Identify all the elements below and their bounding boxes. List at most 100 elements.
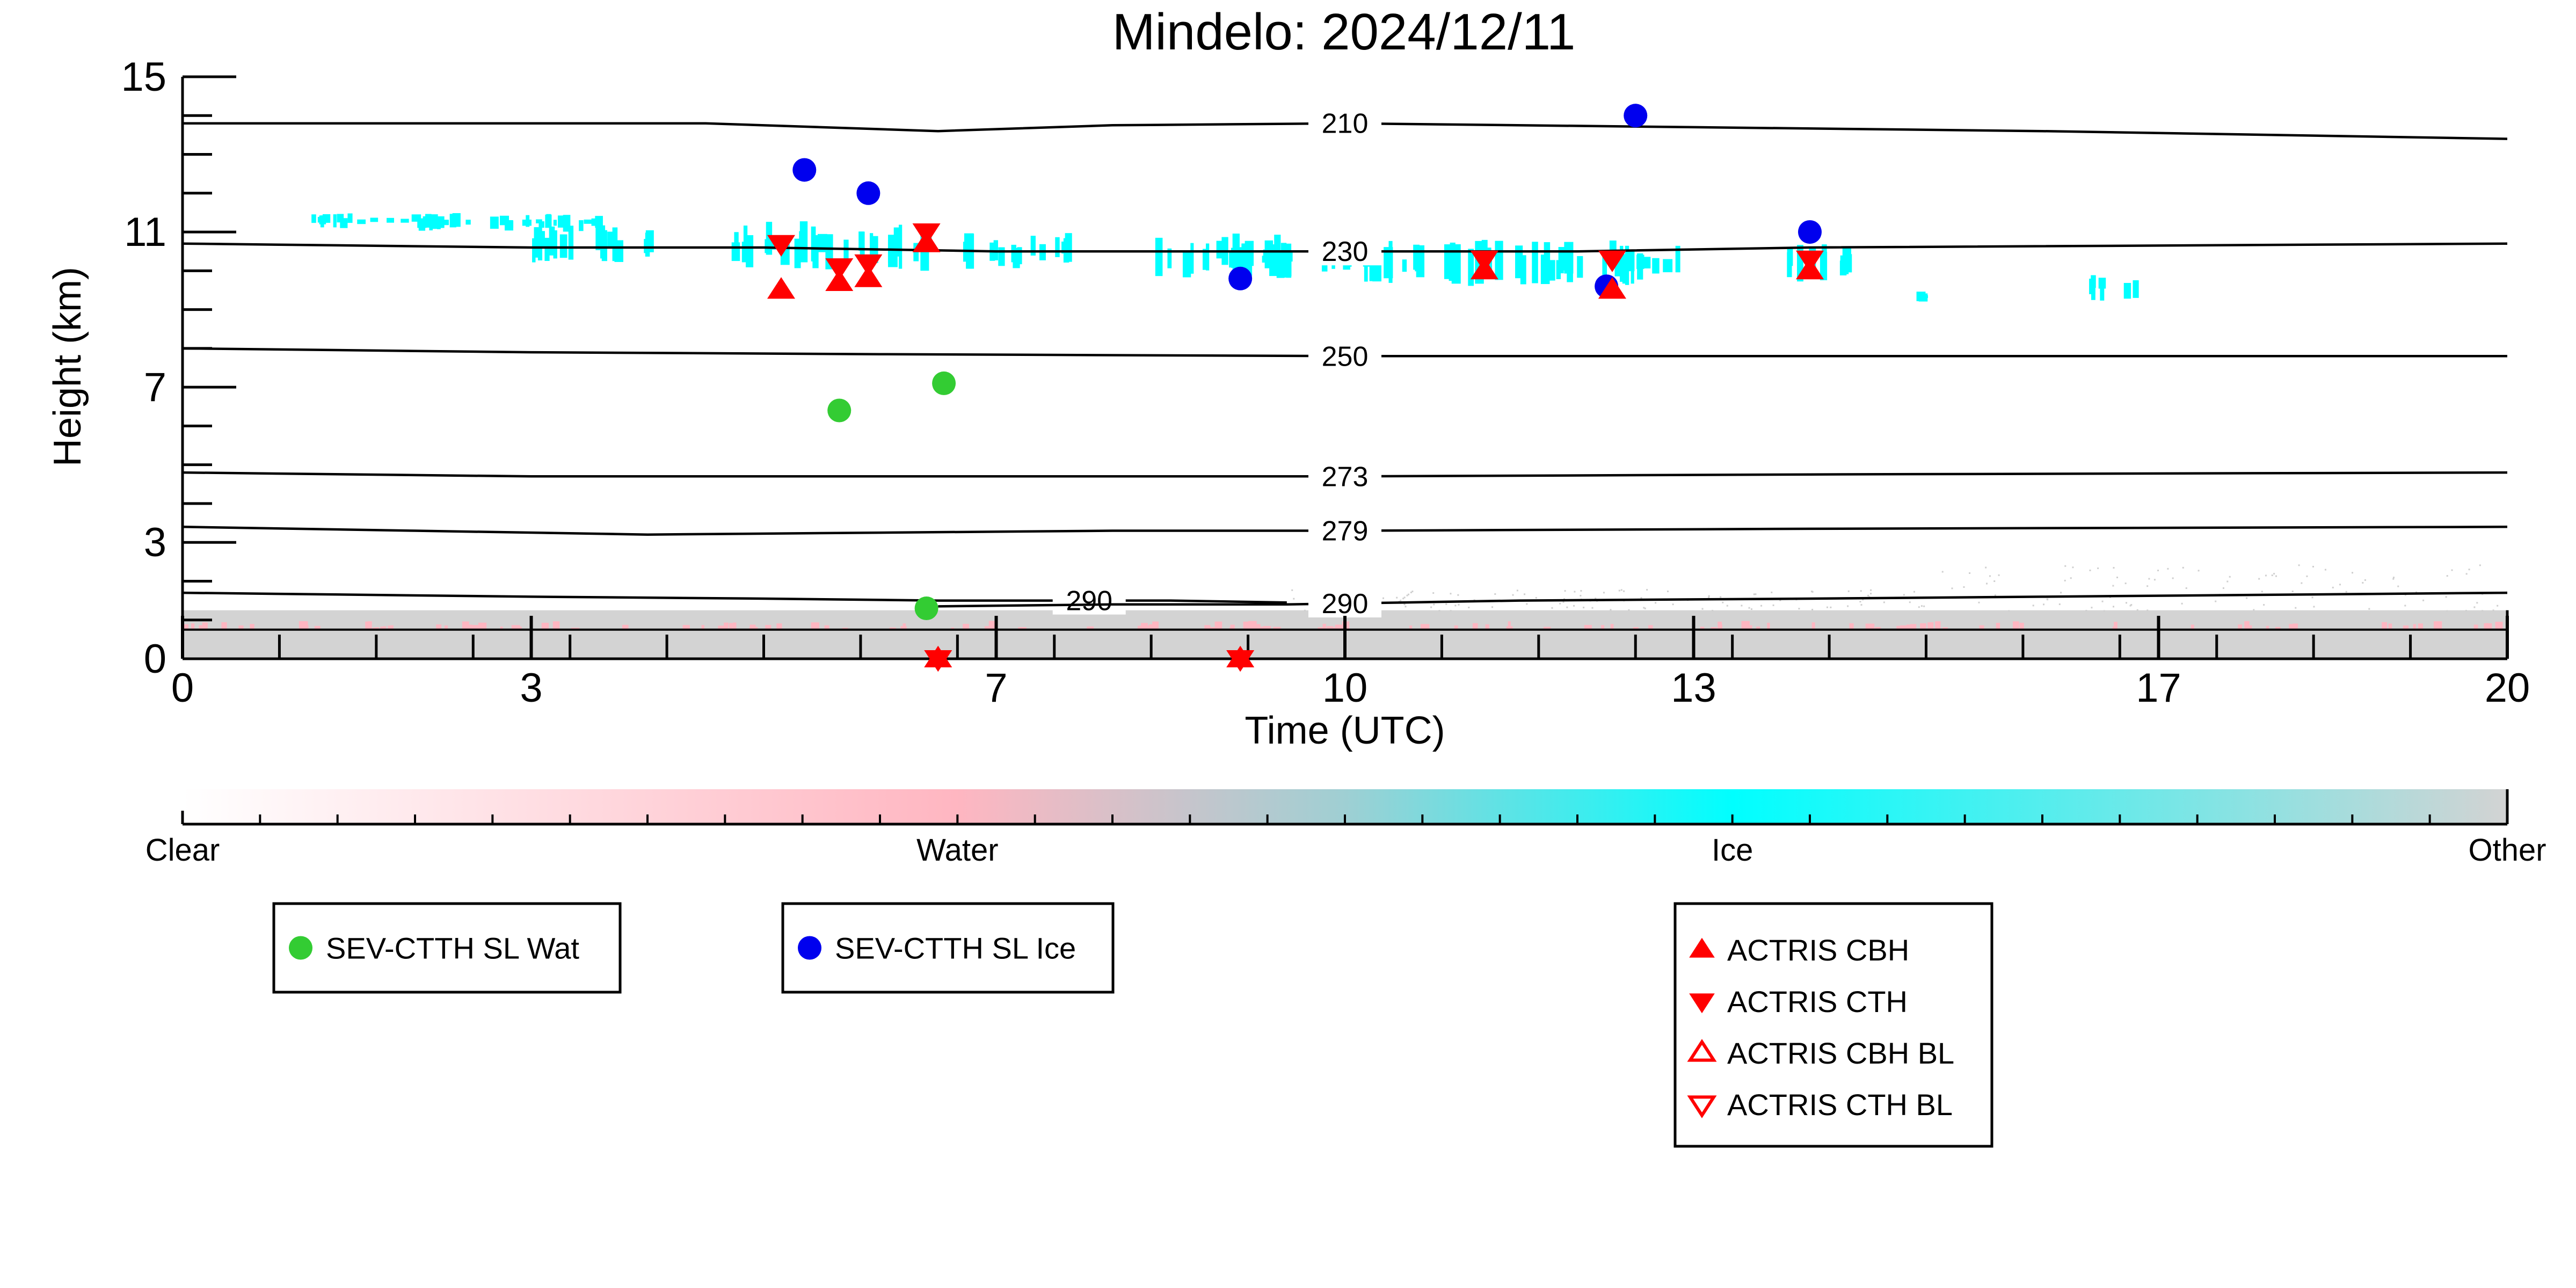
other-speck [1995, 594, 1996, 596]
other-speck [1512, 594, 1514, 596]
marker-layer [768, 104, 1823, 671]
other-speck [2332, 587, 2334, 588]
other-speck [1438, 610, 1440, 612]
other-speck [2246, 597, 2247, 599]
other-speck [1293, 598, 1294, 600]
other-speck [2148, 578, 2150, 580]
water-speck [811, 622, 819, 630]
other-speck [1913, 591, 1915, 593]
legend-label: ACTRIS CTH BL [1727, 1088, 1953, 1122]
other-speck [1702, 608, 1704, 610]
ice-cloud-patch [811, 227, 816, 261]
other-speck [1921, 605, 1923, 607]
other-speck [2113, 567, 2114, 569]
other-speck [1396, 597, 1398, 599]
ice-cloud-patch [1388, 241, 1392, 283]
data-point-sev-ctth-sl-ice [856, 181, 880, 205]
y-tick-label: 0 [144, 636, 166, 682]
other-speck [2493, 609, 2494, 611]
ice-cloud-patch [746, 235, 753, 267]
other-speck [2089, 570, 2091, 571]
ice-cloud-patch [357, 220, 366, 224]
other-speck [2446, 610, 2448, 612]
other-speck [1382, 598, 1384, 599]
other-speck [1672, 603, 1674, 605]
cloud-mask-layer [311, 213, 2139, 302]
other-speck [1580, 590, 1582, 592]
other-speck [2397, 586, 2399, 587]
other-speck [1404, 603, 1406, 605]
legend-label: ACTRIS CBH [1727, 933, 1909, 967]
x-axis-label: Time (UTC) [1245, 709, 1445, 752]
water-speck [1253, 622, 1256, 630]
other-speck [2466, 573, 2468, 574]
other-speck [2223, 587, 2224, 589]
other-speck [2215, 601, 2216, 602]
other-speck [1454, 605, 1456, 606]
other-speck [2446, 596, 2447, 598]
ice-cloud-patch [1183, 251, 1191, 277]
other-speck [2469, 569, 2470, 570]
other-speck [2091, 607, 2092, 608]
water-speck [1935, 621, 1940, 630]
other-speck [2451, 569, 2453, 571]
other-speck [2393, 577, 2395, 578]
ice-cloud-patch [1065, 233, 1072, 262]
ice-cloud-patch [799, 231, 807, 258]
colorbar-label-water: Water [916, 833, 999, 868]
data-point-sev-ctth-sl-wat [932, 372, 956, 395]
y-tick-label: 7 [144, 365, 166, 410]
ice-cloud-patch [333, 214, 337, 227]
other-speck [1827, 607, 1828, 608]
other-speck [2102, 601, 2104, 602]
other-speck [1989, 575, 1991, 577]
other-speck [2186, 587, 2187, 589]
other-speck [2368, 608, 2370, 610]
ice-cloud-patch [387, 218, 394, 223]
ice-cloud-patch [1559, 260, 1563, 273]
other-speck [1591, 607, 1593, 609]
ice-cloud-patch [899, 225, 902, 269]
other-speck [1870, 593, 1872, 594]
water-speck [1215, 622, 1222, 630]
other-speck [1430, 607, 1432, 608]
ice-cloud-patch [579, 220, 583, 231]
ice-cloud-patch [401, 219, 409, 223]
water-speck [2013, 621, 2019, 630]
other-speck [2263, 604, 2265, 606]
ice-cloud-patch [1663, 259, 1672, 272]
other-speck [2060, 592, 2062, 593]
other-speck [2312, 596, 2313, 598]
other-speck [1923, 606, 1925, 607]
other-speck [1722, 602, 1723, 603]
isotherm-label: 210 [1322, 108, 1369, 140]
x-tick-label: 13 [1671, 665, 1716, 711]
other-speck [2181, 603, 2183, 605]
other-speck [1574, 591, 1575, 593]
ice-cloud-patch [1787, 248, 1793, 266]
other-speck [1963, 586, 1965, 588]
other-speck [1411, 591, 1413, 592]
other-speck [2253, 609, 2254, 611]
ice-cloud-patch [347, 213, 352, 223]
isotherm-label: 290 [1322, 588, 1369, 620]
legend-label: SEV-CTTH SL Wat [326, 932, 579, 965]
other-speck [1583, 607, 1584, 608]
ice-cloud-patch [413, 218, 418, 222]
other-speck [1848, 591, 1850, 592]
ice-cloud-patch [2089, 279, 2095, 294]
other-speck [2258, 578, 2260, 580]
ice-cloud-patch [1541, 254, 1550, 284]
ice-cloud-patch [1843, 248, 1849, 274]
data-point-sev-ctth-sl-ice [1228, 267, 1252, 290]
other-speck [1741, 605, 1742, 606]
other-speck [2313, 606, 2315, 608]
other-speck [1861, 604, 1862, 606]
ice-cloud-patch [1628, 250, 1634, 271]
other-speck [2362, 582, 2363, 584]
other-speck [1749, 607, 1750, 609]
other-speck [1993, 580, 1995, 582]
other-speck [2146, 609, 2148, 611]
other-speck [2112, 585, 2114, 587]
other-speck [1909, 601, 1911, 603]
